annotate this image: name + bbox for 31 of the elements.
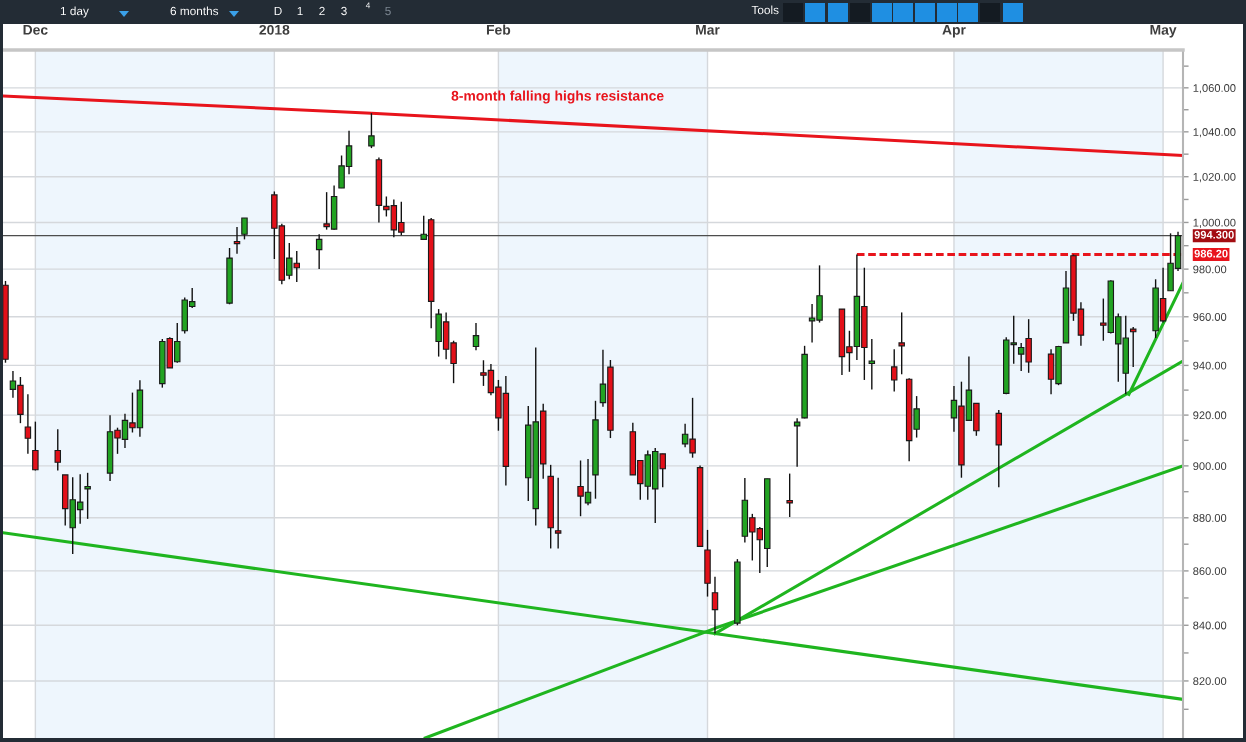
- y-tick-label: 940.00: [1193, 361, 1227, 370]
- text: 2: [319, 6, 325, 16]
- y-tick-label: 920.00: [1193, 411, 1227, 420]
- data-label: 986.20: [1194, 249, 1228, 258]
- text: 5: [385, 6, 391, 16]
- text: Tools: [751, 5, 779, 15]
- x-tick-label: Apr: [942, 25, 966, 38]
- series-label: 8-month falling highs resistance: [451, 90, 664, 104]
- x-tick-label: Mar: [696, 25, 720, 35]
- y-tick-label: 880.00: [1193, 514, 1227, 522]
- text: 3: [341, 6, 347, 16]
- y-tick-label: 1,040.00: [1193, 128, 1236, 138]
- y-tick-label: 840.00: [1193, 621, 1227, 630]
- x-tick-label: Dec: [23, 25, 48, 35]
- x-tick-label: 2018: [259, 24, 290, 35]
- y-tick-label: 1,060.00: [1193, 84, 1236, 94]
- y-tick-label: 1,000.00: [1193, 218, 1236, 228]
- text: 1: [297, 6, 303, 16]
- y-tick-label: 960.00: [1193, 313, 1227, 321]
- text: 1 day: [60, 6, 89, 18]
- y-tick-label: 1,020.00: [1193, 172, 1236, 183]
- text: 6 months: [170, 6, 219, 16]
- x-tick-label: May: [1150, 25, 1177, 38]
- ref-line-label: 994.300: [1194, 230, 1234, 239]
- y-tick-label: 900.00: [1193, 462, 1227, 471]
- x-tick-label: Feb: [486, 24, 511, 35]
- y-tick-label: 980.00: [1193, 265, 1227, 274]
- text: 4: [365, 2, 371, 9]
- y-tick-label: 860.00: [1193, 567, 1227, 576]
- text: D: [274, 6, 282, 16]
- y-tick-label: 820.00: [1193, 677, 1227, 686]
